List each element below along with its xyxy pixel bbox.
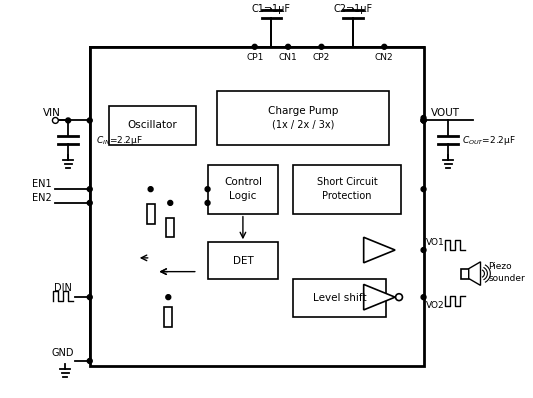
Text: Logic: Logic — [229, 191, 256, 201]
Text: sounder: sounder — [488, 274, 525, 283]
Text: Oscillator: Oscillator — [128, 120, 177, 130]
Text: C1=1μF: C1=1μF — [252, 4, 291, 14]
Circle shape — [252, 44, 257, 49]
Circle shape — [286, 44, 290, 49]
Text: $C_{OUT}$=2.2μF: $C_{OUT}$=2.2μF — [462, 134, 515, 146]
Circle shape — [87, 359, 92, 363]
Text: EN2: EN2 — [31, 193, 52, 203]
Text: Charge Pump: Charge Pump — [268, 106, 338, 116]
Circle shape — [205, 201, 210, 205]
Circle shape — [87, 187, 92, 191]
Circle shape — [87, 118, 92, 123]
Text: Piezo: Piezo — [488, 262, 512, 271]
Text: Protection: Protection — [322, 191, 372, 201]
Text: $C_{IN}$=2.2μF: $C_{IN}$=2.2μF — [95, 134, 142, 146]
Text: Short Circuit: Short Circuit — [317, 177, 377, 187]
Circle shape — [319, 44, 324, 49]
Text: Level shift: Level shift — [313, 293, 366, 303]
Bar — [109, 106, 196, 145]
Text: DET: DET — [232, 256, 253, 266]
Circle shape — [421, 118, 426, 123]
Circle shape — [382, 44, 387, 49]
Text: VIN: VIN — [43, 107, 60, 117]
Polygon shape — [364, 285, 395, 310]
Bar — [90, 47, 424, 366]
Text: CN2: CN2 — [375, 53, 393, 62]
Text: EN1: EN1 — [32, 179, 52, 189]
Bar — [217, 91, 389, 145]
Circle shape — [421, 295, 426, 300]
Text: GND: GND — [52, 348, 75, 358]
Text: CN1: CN1 — [279, 53, 297, 62]
Circle shape — [87, 295, 92, 300]
Bar — [147, 204, 155, 224]
Text: CP1: CP1 — [246, 53, 263, 62]
Text: CP2: CP2 — [313, 53, 330, 62]
Circle shape — [66, 118, 70, 123]
Circle shape — [166, 295, 171, 300]
Text: VO2: VO2 — [425, 300, 444, 310]
Text: Control: Control — [224, 177, 262, 187]
Polygon shape — [364, 237, 395, 263]
Circle shape — [421, 118, 426, 123]
Circle shape — [168, 201, 173, 205]
Bar — [207, 242, 278, 279]
Circle shape — [421, 118, 426, 123]
Circle shape — [52, 117, 58, 123]
Circle shape — [87, 201, 92, 205]
Bar — [166, 218, 174, 237]
Circle shape — [148, 187, 153, 191]
Text: (1x / 2x / 3x): (1x / 2x / 3x) — [272, 120, 335, 130]
Polygon shape — [469, 262, 481, 285]
Circle shape — [205, 187, 210, 191]
Circle shape — [421, 248, 426, 252]
Text: VO1: VO1 — [425, 238, 445, 247]
Text: DIN: DIN — [54, 283, 72, 293]
Circle shape — [421, 187, 426, 191]
Bar — [293, 165, 401, 214]
Text: C2=1μF: C2=1μF — [333, 4, 373, 14]
Bar — [461, 269, 469, 279]
Bar — [293, 279, 386, 317]
Bar — [207, 165, 278, 214]
Circle shape — [395, 294, 402, 300]
Circle shape — [421, 115, 426, 121]
Bar — [164, 307, 172, 327]
Text: VOUT: VOUT — [431, 107, 461, 117]
